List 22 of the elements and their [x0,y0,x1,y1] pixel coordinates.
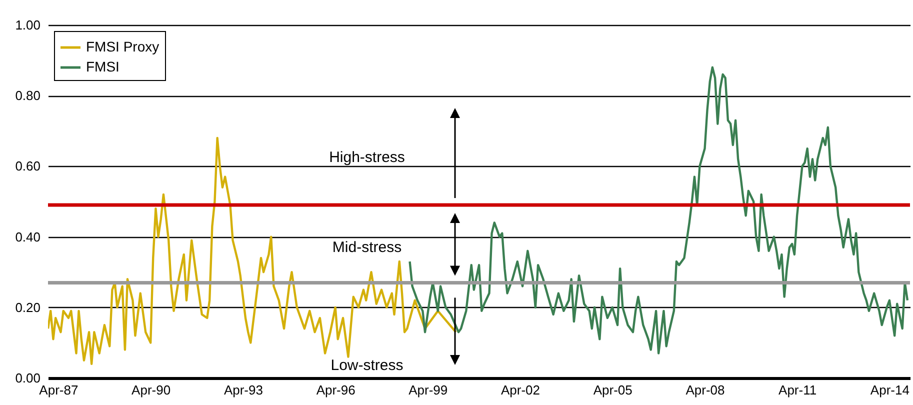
annotation: Low-stress [330,357,404,374]
x-tick-label: Apr-90 [132,382,171,398]
x-tick-label: Apr-87 [39,382,78,398]
x-tick-label: Apr-96 [316,382,356,398]
y-tick-label: 0.80 [15,88,40,104]
legend-label: FMSI [86,58,120,74]
y-tick-label: 1.00 [15,18,40,32]
annotation: Mid-stress [332,239,402,256]
x-tick-label: Apr-05 [593,382,632,398]
x-tick-label: Apr-14 [870,382,910,398]
x-tick-label: Apr-11 [778,382,817,398]
y-tick-label: 0.60 [15,158,40,174]
y-tick-label: 0.40 [15,229,40,244]
x-tick-label: Apr-08 [686,382,725,398]
x-tick-label: Apr-99 [408,382,448,398]
y-tick-label: 0.20 [15,300,40,315]
x-tick-label: Apr-02 [500,382,540,398]
legend-label: FMSI Proxy [86,38,160,54]
annotation: High-stress [329,149,405,166]
line-series [408,66,909,354]
y-tick-label: 0.00 [15,370,40,386]
x-tick-label: Apr-93 [224,382,263,398]
